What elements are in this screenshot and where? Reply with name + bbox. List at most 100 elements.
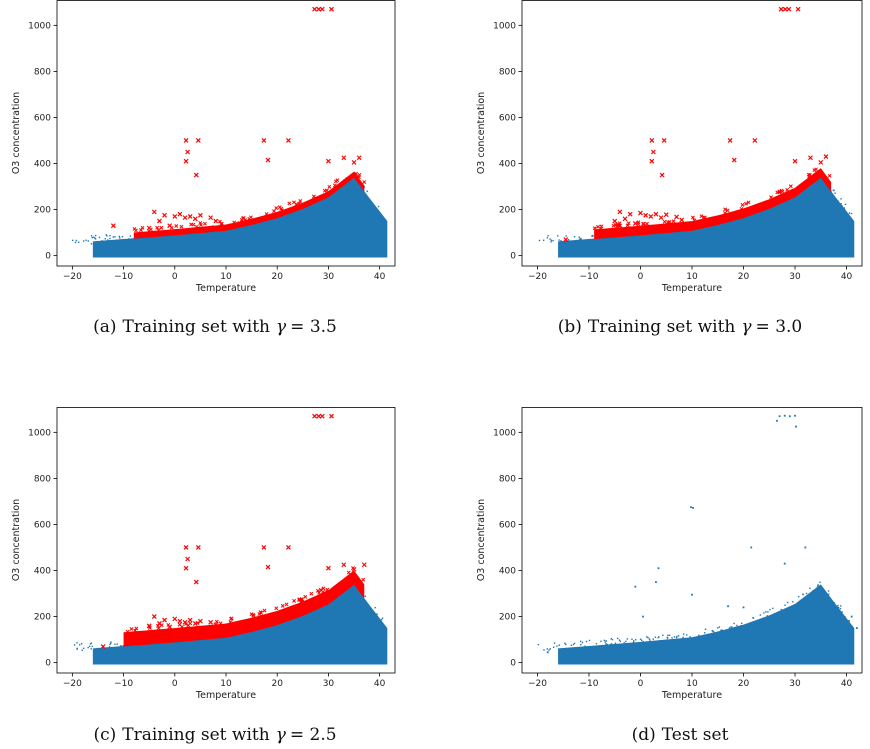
outlier-point: [679, 217, 685, 223]
data-point: [653, 641, 655, 643]
data-point: [618, 644, 621, 646]
x-tick-label: 10: [686, 272, 698, 282]
data-point: [639, 638, 642, 640]
outlier-point: [286, 545, 291, 550]
data-point: [656, 234, 658, 237]
outlier-point: [782, 6, 788, 12]
y-tick-label: 800: [499, 67, 516, 77]
y-tick-label: 600: [499, 113, 516, 123]
y-axis-label: O3 concentration: [11, 499, 22, 581]
data-point: [564, 642, 566, 644]
data-point: [784, 604, 786, 606]
data-point: [691, 593, 693, 596]
outlier-point: [195, 138, 201, 143]
data-point: [537, 643, 540, 646]
data-point: [169, 235, 171, 238]
outlier-marker: [322, 188, 327, 193]
data-point: [840, 198, 842, 200]
data-point: [631, 236, 633, 239]
outlier-marker: [232, 220, 237, 225]
data-point: [578, 236, 580, 238]
data-point: [620, 237, 622, 240]
outlier-marker: [317, 590, 322, 595]
data-point: [804, 546, 807, 549]
data-point: [552, 646, 555, 648]
outlier-point: [261, 138, 267, 143]
data-point: [840, 203, 842, 205]
data-point: [802, 593, 804, 595]
outlier-marker: [346, 570, 351, 575]
data-point: [727, 605, 729, 608]
y-tick-label: 200: [34, 206, 51, 216]
x-tick-label: −10: [579, 272, 598, 282]
data-point: [82, 647, 85, 650]
data-point: [579, 647, 581, 649]
data-point: [215, 638, 218, 640]
data-point: [736, 624, 738, 627]
data-point: [91, 645, 94, 648]
data-point: [841, 611, 843, 613]
data-point: [772, 607, 774, 610]
data-point: [178, 642, 180, 644]
y-tick-label: 600: [34, 520, 51, 530]
data-point: [560, 240, 562, 242]
data-point: [827, 593, 830, 595]
data-point: [381, 216, 384, 218]
outlier-point: [341, 562, 347, 568]
data-point: [91, 236, 94, 239]
outlier-marker: [325, 587, 330, 592]
data-point: [683, 633, 685, 635]
y-tick-label: 400: [34, 160, 51, 170]
data-point: [128, 238, 130, 240]
data-point: [549, 238, 551, 240]
data-point: [178, 235, 180, 238]
outlier-marker: [247, 216, 252, 221]
outlier-point: [674, 214, 679, 220]
data-point: [721, 629, 723, 631]
data-point: [577, 648, 579, 650]
data-point: [606, 643, 608, 646]
data-point: [562, 241, 565, 243]
data-point: [106, 235, 108, 237]
outlier-marker: [303, 594, 308, 599]
data-point: [659, 640, 661, 642]
data-point: [831, 193, 833, 195]
data-point: [76, 642, 78, 644]
data-point: [586, 239, 589, 241]
outlier-band: [123, 570, 365, 647]
data-point: [151, 236, 154, 238]
data-point: [94, 237, 96, 239]
data-point: [788, 415, 791, 418]
outlier-point: [162, 617, 167, 623]
data-point: [692, 506, 694, 509]
outlier-marker: [229, 616, 234, 621]
outlier-marker: [625, 223, 630, 228]
y-tick-label: 400: [499, 160, 516, 170]
data-point: [605, 238, 608, 240]
outlier-point: [663, 212, 669, 218]
data-point: [98, 236, 101, 239]
x-tick-label: 0: [172, 272, 178, 282]
outlier-point: [185, 556, 191, 562]
x-tick-label: 10: [686, 679, 698, 689]
data-point: [837, 604, 839, 607]
data-point: [550, 239, 553, 242]
data-point: [817, 584, 819, 586]
data-point: [632, 641, 635, 643]
data-point: [110, 641, 112, 643]
data-point: [348, 588, 351, 591]
scatter-plot-3: −20 −10 0 10 20 30 4002004006008001000Temperat…: [476, 407, 863, 701]
data-point: [369, 201, 372, 203]
outlier-point: [185, 149, 191, 155]
outlier-point: [177, 211, 183, 217]
data-point: [87, 240, 89, 242]
y-tick-label: 800: [34, 474, 51, 484]
data-point: [730, 626, 732, 628]
data-point: [585, 640, 588, 643]
data-point: [550, 241, 552, 243]
data-point: [786, 601, 789, 604]
data-point: [605, 640, 608, 642]
outlier-marker: [287, 201, 292, 206]
y-tick-label: 0: [510, 659, 516, 669]
data-point: [558, 644, 560, 646]
